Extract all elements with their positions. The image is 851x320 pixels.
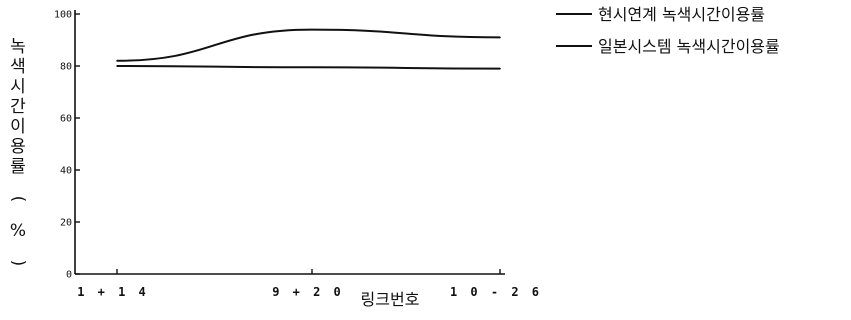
series-2-point-2 <box>499 67 501 70</box>
series-1-point-2 <box>499 36 501 39</box>
y-axis-label-char-1: 색 <box>10 57 26 77</box>
y-tick-label-80: 80 <box>60 62 72 73</box>
x-axis-label: 링크번호 <box>361 290 420 309</box>
y-axis-label-char-2: 시 <box>10 77 26 97</box>
series-line-1 <box>116 28 501 62</box>
y-axis-label-char-5: 용 <box>10 137 26 157</box>
y-axis-ticks: 0 20 40 60 80 100 <box>54 10 80 281</box>
y-tick-label-20: 20 <box>60 218 72 229</box>
x-tick-label-1: 9 + 2 0 <box>272 285 344 299</box>
y-axis-label-char-4: 이 <box>10 117 26 137</box>
y-axis-label-char-3: 간 <box>10 97 26 117</box>
y-axis-label-char-8: % <box>10 221 26 241</box>
x-tick-label-0: 1 + 1 4 <box>77 285 149 299</box>
series-1-point-1 <box>311 28 313 31</box>
y-axis-label-char-6: 률 <box>10 157 26 177</box>
legend-label-1: 현시연계 녹색시간이용률 <box>598 5 765 24</box>
chart-axes <box>74 10 505 275</box>
series-1-point-0 <box>116 60 118 62</box>
y-tick-label-60: 60 <box>60 114 72 125</box>
legend-label-2: 일본시스템 녹색시간이용률 <box>598 37 780 56</box>
y-tick-label-100: 100 <box>54 10 72 21</box>
series-2-point-0 <box>116 65 118 67</box>
y-axis-label-char-0: 녹 <box>10 37 26 57</box>
y-axis-label-char-7: ( <box>8 196 28 203</box>
y-tick-label-0: 0 <box>66 270 72 281</box>
y-axis-label-char-9: ) <box>8 260 28 267</box>
x-tick-label-2: 1 0 - 2 6 <box>450 285 542 299</box>
x-axis-ticks: 1 + 1 4 9 + 2 0 1 0 - 2 6 <box>77 269 542 299</box>
series-line-2 <box>116 65 501 70</box>
y-tick-label-40: 40 <box>60 166 72 177</box>
series-2-point-1 <box>311 66 313 69</box>
y-axis-label: 녹색시간이용률 (%) <box>8 37 28 266</box>
series-lines <box>116 28 501 70</box>
